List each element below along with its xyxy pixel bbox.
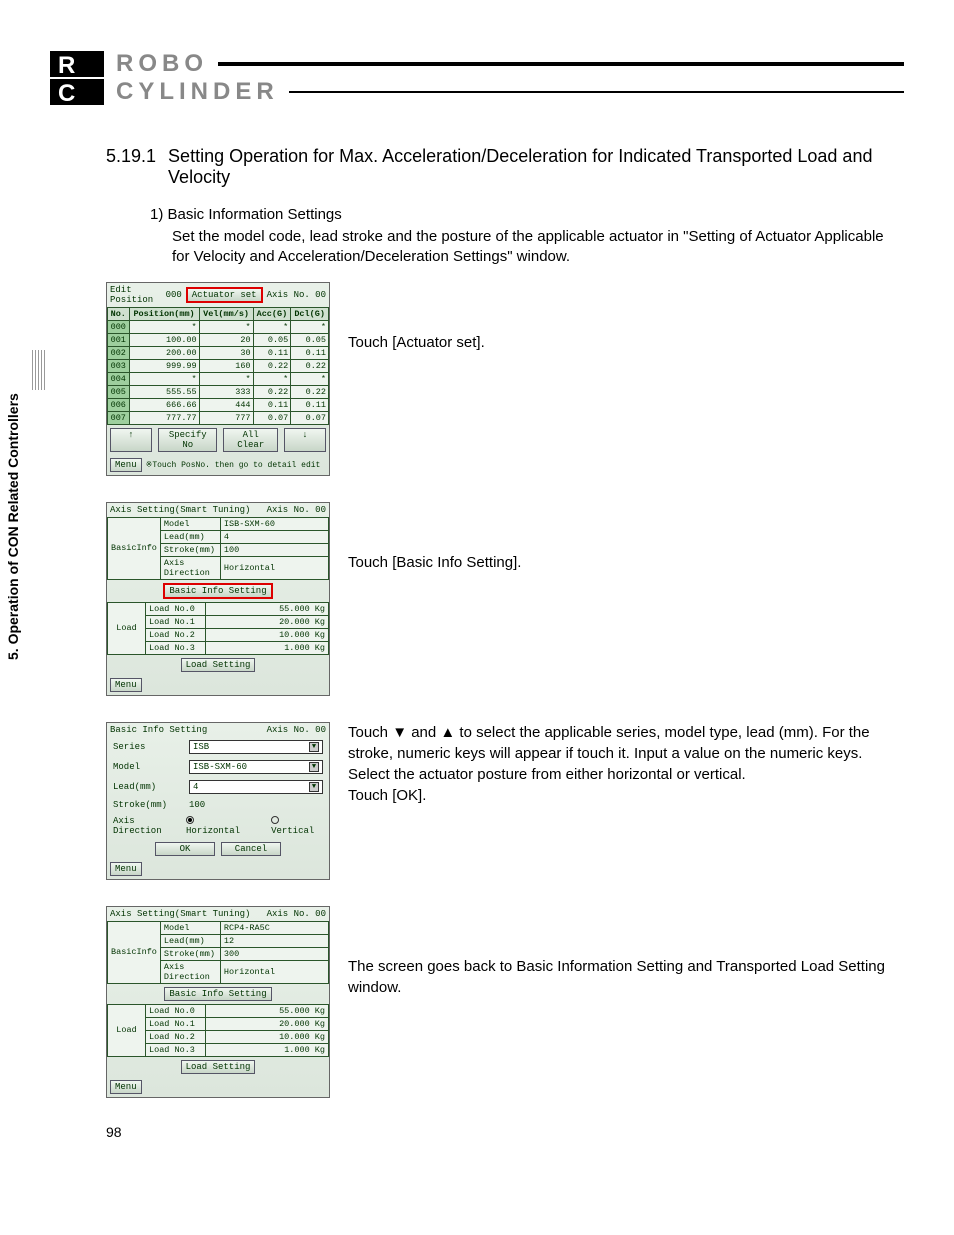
page-number: 98: [106, 1124, 904, 1140]
panel1-hint: ※Touch PosNo. then go to detail edit: [146, 460, 326, 470]
step-head: 1) Basic Information Settings: [150, 206, 904, 223]
svg-text:R: R: [58, 52, 75, 79]
caption-4: The screen goes back to Basic Informatio…: [348, 906, 904, 998]
stroke-value[interactable]: 100: [189, 800, 205, 810]
all-clear-button[interactable]: All Clear: [223, 428, 278, 452]
panel3-title: Basic Info Setting: [110, 725, 263, 735]
heading-number: 5.19.1: [106, 146, 156, 188]
panel-axis-setting-1: Axis Setting(Smart Tuning) Axis No. 00 B…: [106, 502, 330, 696]
panel2-axis: Axis No. 00: [267, 505, 326, 515]
scroll-down-button[interactable]: ↓: [284, 428, 326, 452]
cancel-button[interactable]: Cancel: [221, 842, 281, 856]
series-label: Series: [113, 742, 183, 752]
axis-direction-label: Axis Direction: [113, 816, 180, 836]
table-row[interactable]: 007777.777770.070.07: [108, 411, 329, 424]
panel3-axis: Axis No. 00: [267, 725, 326, 735]
panel4-axis: Axis No. 00: [267, 909, 326, 919]
panel4-load-label: Load: [108, 1004, 146, 1056]
caption-2: Touch [Basic Info Setting].: [348, 502, 521, 573]
basic-info-setting-button[interactable]: Basic Info Setting: [163, 583, 272, 599]
caption-3: Touch ▼ and ▲ to select the applicable s…: [348, 722, 904, 806]
table-row[interactable]: 002200.00300.110.11: [108, 346, 329, 359]
ok-button[interactable]: OK: [155, 842, 215, 856]
table-row[interactable]: 000****: [108, 320, 329, 333]
panel-edit-position: Edit Position 000 Actuator set Axis No. …: [106, 282, 330, 476]
brand-line2: CYLINDER: [116, 78, 279, 106]
lead-label: Lead(mm): [113, 782, 183, 792]
radio-vertical[interactable]: Vertical: [271, 816, 323, 836]
position-table: No.Position(mm)Vel(mm/s)Acc(G)Dcl(G)000*…: [107, 307, 329, 425]
panel-axis-setting-2: Axis Setting(Smart Tuning) Axis No. 00 B…: [106, 906, 330, 1098]
lead-select[interactable]: 4▼: [189, 780, 323, 794]
brand-rule-bottom: [289, 91, 904, 93]
side-tab: 5. Operation of CON Related Controllers: [0, 360, 28, 670]
svg-text:C: C: [58, 80, 75, 105]
panel2-load-table: Load Load No.055.000 Kg Load No.120.000 …: [107, 602, 329, 655]
scroll-up-button[interactable]: ↑: [110, 428, 152, 452]
panel-basic-info-setting: Basic Info Setting Axis No. 00 Series IS…: [106, 722, 330, 880]
table-header: No.: [108, 307, 130, 320]
chevron-down-icon: ▼: [309, 762, 319, 772]
basic-info-setting-button[interactable]: Basic Info Setting: [164, 987, 271, 1001]
brand-block: ROBO CYLINDER: [116, 50, 904, 106]
section-heading: 5.19.1 Setting Operation for Max. Accele…: [106, 146, 904, 188]
menu-button[interactable]: Menu: [110, 862, 142, 876]
table-header: Dcl(G): [291, 307, 329, 320]
model-select[interactable]: ISB-SXM-60▼: [189, 760, 323, 774]
caption-1: Touch [Actuator set].: [348, 282, 485, 353]
panel2-basic-label: BasicInfo: [108, 517, 161, 579]
table-header: Acc(G): [253, 307, 291, 320]
menu-button[interactable]: Menu: [110, 1080, 142, 1094]
table-row[interactable]: 004****: [108, 372, 329, 385]
panel2-title: Axis Setting(Smart Tuning): [110, 505, 263, 515]
panel2-basic-table: BasicInfo ModelISB-SXM-60 Lead(mm)4 Stro…: [107, 517, 329, 580]
panel2-load-label: Load: [108, 602, 146, 654]
panel1-title: Edit Position: [110, 285, 162, 305]
table-header: Vel(mm/s): [199, 307, 253, 320]
page-header: R C ROBO CYLINDER: [50, 50, 904, 106]
panel4-basic-label: BasicInfo: [108, 921, 161, 983]
table-header: Position(mm): [129, 307, 199, 320]
brand-rule-top: [218, 62, 904, 66]
radio-horizontal[interactable]: Horizontal: [186, 816, 248, 836]
load-setting-button[interactable]: Load Setting: [181, 1060, 256, 1074]
stroke-label: Stroke(mm): [113, 800, 183, 810]
heading-text: Setting Operation for Max. Acceleration/…: [168, 146, 904, 188]
table-row[interactable]: 001100.00200.050.05: [108, 333, 329, 346]
menu-button[interactable]: Menu: [110, 678, 142, 692]
menu-button[interactable]: Menu: [110, 458, 142, 472]
actuator-set-button[interactable]: Actuator set: [186, 287, 263, 303]
side-tab-shade: [32, 350, 46, 390]
brand-line1: ROBO: [116, 50, 208, 78]
table-row[interactable]: 003999.991600.220.22: [108, 359, 329, 372]
panel4-title: Axis Setting(Smart Tuning): [110, 909, 263, 919]
panel4-load-table: Load Load No.055.000 Kg Load No.120.000 …: [107, 1004, 329, 1057]
side-tab-label: 5. Operation of CON Related Controllers: [5, 393, 21, 660]
rc-logo-icon: R C: [50, 51, 104, 105]
model-label: Model: [113, 762, 183, 772]
load-setting-button[interactable]: Load Setting: [181, 658, 256, 672]
series-select[interactable]: ISB▼: [189, 740, 323, 754]
chevron-down-icon: ▼: [309, 742, 319, 752]
step-body: Set the model code, lead stroke and the …: [172, 227, 904, 268]
table-row[interactable]: 006666.664440.110.11: [108, 398, 329, 411]
table-row[interactable]: 005555.553330.220.22: [108, 385, 329, 398]
panel1-mode: 000: [166, 290, 182, 300]
chevron-down-icon: ▼: [309, 782, 319, 792]
panel1-axis: Axis No. 00: [267, 290, 326, 300]
specify-no-button[interactable]: Specify No: [158, 428, 217, 452]
panel4-basic-table: BasicInfo ModelRCP4-RA5C Lead(mm)12 Stro…: [107, 921, 329, 984]
